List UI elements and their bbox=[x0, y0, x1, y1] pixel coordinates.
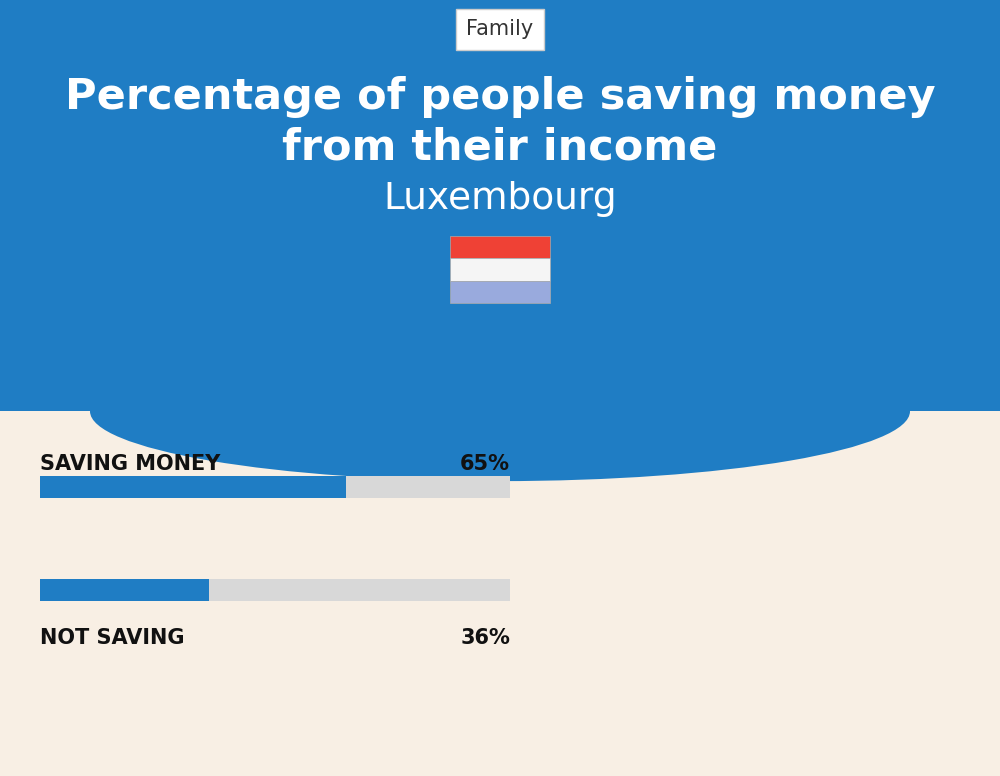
Polygon shape bbox=[0, 0, 1000, 411]
Text: Percentage of people saving money: Percentage of people saving money bbox=[65, 76, 935, 118]
Bar bbox=[40, 476, 346, 498]
Text: 65%: 65% bbox=[460, 454, 510, 474]
Ellipse shape bbox=[90, 341, 910, 481]
Bar bbox=[450, 281, 550, 303]
Text: from their income: from their income bbox=[282, 126, 718, 168]
Bar bbox=[40, 476, 510, 498]
Bar bbox=[40, 579, 510, 601]
Text: NOT SAVING: NOT SAVING bbox=[40, 628, 184, 648]
Bar bbox=[40, 579, 209, 601]
Bar bbox=[450, 258, 550, 281]
Text: SAVING MONEY: SAVING MONEY bbox=[40, 454, 220, 474]
Text: 36%: 36% bbox=[460, 628, 510, 648]
Bar bbox=[450, 236, 550, 258]
Text: Family: Family bbox=[466, 19, 534, 40]
Text: Luxembourg: Luxembourg bbox=[383, 181, 617, 217]
